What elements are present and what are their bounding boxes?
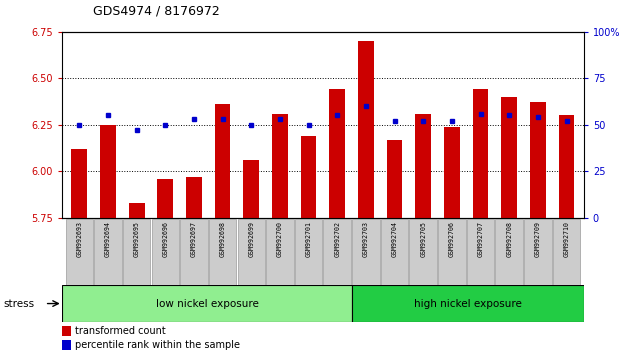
Bar: [524, 219, 551, 285]
Text: GSM992695: GSM992695: [134, 222, 140, 257]
Bar: [473, 90, 489, 218]
Bar: [415, 114, 431, 218]
Text: GSM992698: GSM992698: [220, 222, 225, 257]
Text: GSM992708: GSM992708: [506, 222, 512, 257]
Text: GDS4974 / 8176972: GDS4974 / 8176972: [93, 5, 220, 18]
Bar: [152, 219, 179, 285]
Bar: [66, 219, 93, 285]
Text: GSM992704: GSM992704: [392, 222, 397, 257]
Bar: [559, 115, 574, 218]
Bar: [324, 219, 351, 285]
Text: GSM992700: GSM992700: [277, 222, 283, 257]
Text: GSM992705: GSM992705: [420, 222, 426, 257]
Text: GSM992710: GSM992710: [563, 222, 569, 257]
Bar: [387, 140, 402, 218]
Bar: [272, 114, 288, 218]
Bar: [186, 177, 202, 218]
Text: percentile rank within the sample: percentile rank within the sample: [75, 340, 240, 350]
Text: GSM992693: GSM992693: [76, 222, 83, 257]
Bar: [438, 219, 466, 285]
Bar: [237, 219, 265, 285]
Bar: [129, 203, 145, 218]
Bar: [243, 160, 259, 218]
Bar: [71, 149, 87, 218]
Bar: [409, 219, 437, 285]
Bar: [62, 340, 71, 350]
Bar: [553, 219, 580, 285]
Text: GSM992697: GSM992697: [191, 222, 197, 257]
Text: GSM992696: GSM992696: [162, 222, 168, 257]
Text: GSM992703: GSM992703: [363, 222, 369, 257]
Text: GSM992709: GSM992709: [535, 222, 541, 257]
Bar: [467, 219, 494, 285]
Text: GSM992707: GSM992707: [478, 222, 484, 257]
Bar: [215, 104, 230, 218]
Bar: [301, 136, 317, 218]
Bar: [352, 219, 379, 285]
Bar: [123, 219, 150, 285]
Bar: [266, 219, 294, 285]
Bar: [157, 179, 173, 218]
Text: GSM992706: GSM992706: [449, 222, 455, 257]
Bar: [358, 41, 374, 218]
Bar: [62, 285, 352, 322]
Text: GSM992702: GSM992702: [334, 222, 340, 257]
Bar: [444, 127, 460, 218]
Bar: [501, 97, 517, 218]
Bar: [295, 219, 322, 285]
Bar: [496, 219, 523, 285]
Bar: [352, 285, 584, 322]
Text: low nickel exposure: low nickel exposure: [156, 298, 258, 309]
Bar: [180, 219, 207, 285]
Bar: [94, 219, 122, 285]
Bar: [381, 219, 409, 285]
Bar: [100, 125, 116, 218]
Text: GSM992694: GSM992694: [105, 222, 111, 257]
Text: GSM992701: GSM992701: [306, 222, 312, 257]
Bar: [209, 219, 237, 285]
Bar: [62, 326, 71, 336]
Text: high nickel exposure: high nickel exposure: [414, 298, 522, 309]
Text: GSM992699: GSM992699: [248, 222, 254, 257]
Bar: [329, 90, 345, 218]
Text: transformed count: transformed count: [75, 326, 166, 336]
Bar: [530, 103, 546, 218]
Text: stress: stress: [3, 298, 34, 309]
